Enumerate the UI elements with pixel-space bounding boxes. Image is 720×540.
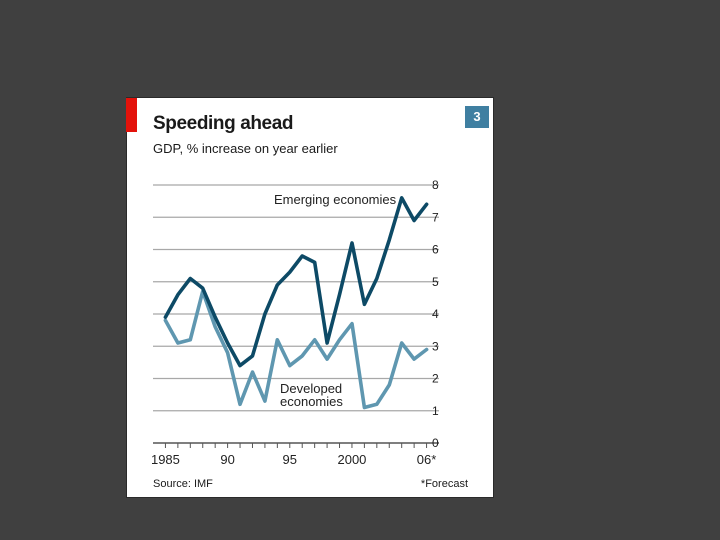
x-tick-label: 95 bbox=[283, 452, 297, 467]
x-tick-label: 1985 bbox=[151, 452, 180, 467]
series-lines bbox=[163, 196, 429, 410]
y-tick-label: 3 bbox=[432, 339, 439, 353]
y-tick-label: 4 bbox=[432, 307, 439, 321]
line-chart: 0 1 2 3 4 5 6 7 8 1985 90 95 2000 06* Emerging econo… bbox=[151, 178, 439, 467]
series-label-emerging: Emerging economies bbox=[274, 192, 397, 207]
y-tick-label: 7 bbox=[432, 210, 439, 224]
series-label-developed-line: economies bbox=[280, 394, 343, 409]
chart-number-badge: 3 bbox=[465, 106, 489, 128]
forecast-note: *Forecast bbox=[420, 478, 468, 490]
x-tick-label: 90 bbox=[220, 452, 234, 467]
series-label-developed-line: Developed bbox=[280, 381, 342, 396]
x-tick-label: 2000 bbox=[337, 452, 366, 467]
chart-card: 3 Speeding ahead GDP, % increase on year… bbox=[126, 97, 494, 498]
y-tick-label: 2 bbox=[432, 372, 439, 386]
brand-red-tab bbox=[126, 98, 137, 132]
source-note: Source: IMF bbox=[153, 478, 213, 490]
y-tick-label: 6 bbox=[432, 243, 439, 257]
chart-title: Speeding ahead bbox=[153, 113, 294, 134]
series-line-developed-economies bbox=[163, 289, 429, 410]
x-axis-ticks: 1985 90 95 2000 06* bbox=[151, 443, 436, 467]
gridlines bbox=[153, 184, 439, 444]
y-axis-ticks: 0 1 2 3 4 5 6 7 8 bbox=[432, 178, 439, 450]
chart-subtitle: GDP, % increase on year earlier bbox=[153, 141, 338, 156]
x-tick-label: 06* bbox=[417, 452, 437, 467]
y-tick-label: 0 bbox=[432, 436, 439, 450]
series-line-emerging-economies bbox=[163, 196, 429, 368]
y-tick-label: 5 bbox=[432, 275, 439, 289]
y-tick-label: 1 bbox=[432, 404, 439, 418]
y-tick-label: 8 bbox=[432, 178, 439, 192]
